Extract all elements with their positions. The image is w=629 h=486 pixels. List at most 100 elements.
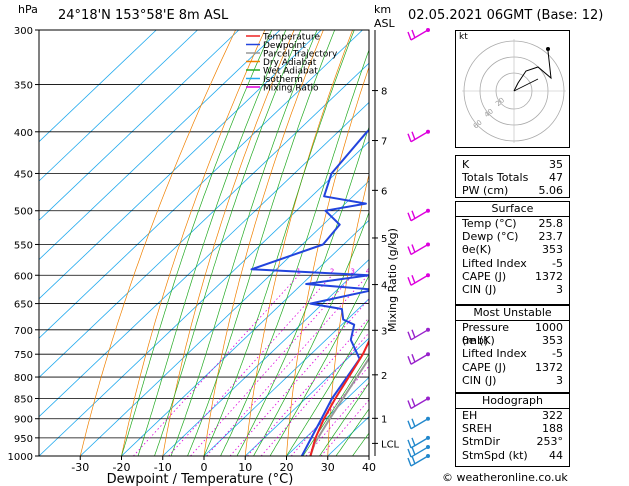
x-axis-label: Dewpoint / Temperature (°C) [107, 472, 294, 486]
pressure-tick-label: 700 [14, 326, 33, 337]
temperature-tick-label: -10 [154, 461, 172, 474]
most-unstable-value: 1000 [535, 321, 563, 334]
pressure-tick-label: 650 [14, 300, 33, 311]
wet-adiabat-line [137, 30, 287, 456]
legend-entry: Wet Adiabat [263, 67, 318, 77]
wet-adiabat-line [253, 211, 369, 456]
most-unstable-label: CAPE (J) [462, 360, 507, 374]
surface-row: θe(K) 353 [456, 243, 569, 256]
wind-barb [407, 28, 430, 41]
hodograph-row: StmSpd (kt) 44 [456, 449, 569, 462]
wet-adiabat-line [187, 30, 336, 456]
wet-adiabat-line [236, 125, 369, 456]
hodograph-row: EH 322 [456, 409, 569, 422]
surface-row: CAPE (J) 1372 [456, 270, 569, 283]
isotherm-line [244, 337, 369, 456]
pressure-tick-label: 600 [14, 271, 33, 282]
temperature-tick-label: 10 [238, 461, 252, 474]
wet-adiabat-line [170, 30, 318, 456]
surface-value: -5 [552, 256, 563, 270]
pressure-tick-label: 800 [14, 373, 33, 384]
most-unstable-table: Most Unstable Pressure (mb) 1000 θe (K) 353… [455, 305, 570, 393]
km-tick-label: 1 [381, 414, 387, 425]
index-label: K [462, 158, 470, 171]
temperature-tick-label: 20 [280, 461, 294, 474]
index-value: 5.06 [538, 184, 564, 198]
wind-barb [407, 445, 430, 458]
isotherm-line [39, 30, 157, 143]
isotherm-line [39, 30, 198, 182]
wind-barb [407, 454, 430, 467]
mixing-ratio-label: 8 [404, 267, 408, 275]
temperature-tick-label: -30 [71, 461, 89, 474]
wind-barb [407, 242, 430, 256]
surface-value: 1372 [535, 269, 563, 283]
wet-adiabat-line [121, 30, 273, 456]
legend-entry: Dewpoint [263, 41, 306, 51]
most-unstable-row: CAPE (J) 1372 [456, 361, 569, 374]
hodograph-row: SREH 188 [456, 422, 569, 435]
hodograph-ring-label: 20 [494, 96, 506, 108]
dry-adiabat-line [244, 30, 353, 456]
isotherm-line [39, 101, 369, 418]
most-unstable-value: 3 [556, 373, 563, 387]
legend-entry: Dry Adiabat [263, 58, 317, 68]
index-row: K 35 [456, 158, 569, 171]
wind-barb [407, 327, 430, 341]
datetime-title: 02.05.2021 06GMT (Base: 12) [408, 8, 604, 23]
mixing-ratio-line [247, 317, 369, 456]
pressure-tick-label: 1000 [8, 452, 33, 463]
pressure-tick-label: 450 [14, 169, 33, 180]
dry-adiabat-line [79, 30, 236, 456]
index-value: 35 [549, 158, 563, 171]
most-unstable-value: 1372 [535, 360, 563, 374]
hodograph-trace [513, 50, 552, 92]
mixing-ratio-line [133, 274, 299, 456]
index-row: Totals Totals 47 [456, 171, 569, 184]
km-tick-label: LCL [381, 439, 400, 450]
temperature-tick-label: 40 [362, 461, 376, 474]
wet-adiabat-line [286, 318, 369, 456]
indices-table: K 35 Totals Totals 47 PW (cm) 5.06 [455, 155, 570, 198]
parcel-trajectory-line [309, 356, 369, 456]
mixing-ratio-label: 4 [366, 267, 371, 275]
km-tick-label: 2 [381, 371, 387, 382]
km-tick-label: 5 [381, 234, 387, 245]
km-tick-label: 3 [381, 326, 387, 337]
pressure-tick-label: 850 [14, 394, 33, 405]
hodograph-row: StmDir 253° [456, 435, 569, 448]
hodograph-table: Hodograph EH 322 SREH 188 StmDir 253° StmSpd (… [455, 393, 570, 467]
most-unstable-value: -5 [552, 347, 563, 361]
km-tick-label: 8 [381, 87, 387, 98]
pressure-tick-label: 950 [14, 434, 33, 445]
pressure-tick-label: 350 [14, 81, 33, 92]
most-unstable-value: 353 [542, 334, 563, 348]
index-label: PW (cm) [462, 184, 509, 198]
surface-row: CIN (J) 3 [456, 283, 569, 296]
dewpoint-line [250, 128, 369, 456]
dry-adiabat-line [368, 435, 369, 456]
pressure-tick-label: 750 [14, 350, 33, 361]
isotherm-line [286, 376, 369, 456]
wind-barb [407, 416, 430, 430]
index-label: Totals Totals [462, 171, 529, 185]
surface-row: Temp (°C) 25.8 [456, 217, 569, 230]
most-unstable-label: Pressure (mb) [462, 321, 509, 348]
mixing-ratio-line [305, 382, 369, 456]
isotherm-line [39, 62, 369, 378]
surface-label: Dewp (°C) [462, 230, 519, 244]
pressure-tick-label: 400 [14, 128, 33, 139]
isotherm-line [39, 30, 322, 300]
most-unstable-row: CIN (J) 3 [456, 374, 569, 387]
hodograph-ring-label: 60 [472, 119, 484, 131]
hodograph-label: StmSpd (kt) [462, 448, 528, 462]
wind-barb [407, 352, 430, 365]
most-unstable-label: CIN (J) [462, 373, 497, 387]
mixing-ratio-line [168, 274, 333, 456]
surface-label: CIN (J) [462, 282, 497, 296]
hodograph-label: StmDir [462, 435, 501, 449]
surface-row: Lifted Index -5 [456, 257, 569, 270]
surface-label: CAPE (J) [462, 269, 507, 283]
